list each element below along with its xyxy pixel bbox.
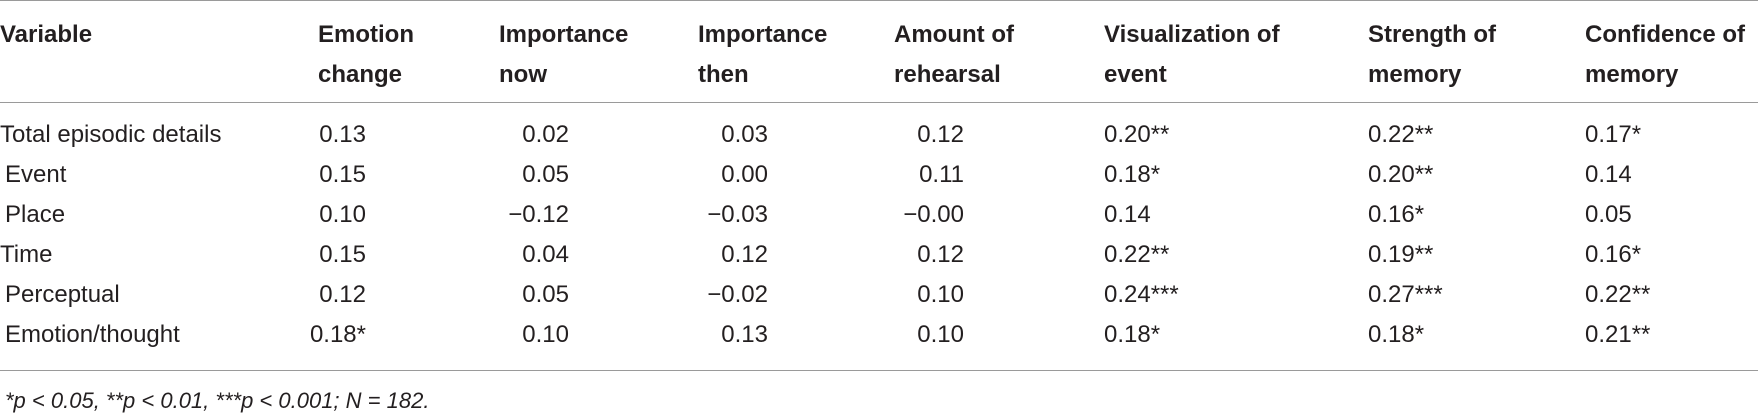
cell-emotion-change: 0.18* — [309, 321, 366, 348]
cell-amount-of-rehearsal: 0.10 — [917, 281, 964, 308]
cell-importance-then: −0.03 — [707, 201, 768, 228]
header-rule — [0, 102, 1758, 103]
cell-strength-of-memory: 0.20** — [1368, 161, 1434, 188]
cell-importance-now: 0.05 — [522, 281, 569, 308]
table-row: Emotion/thought 0.18* 0.10 0.13 0.10 0.18* 0.1… — [0, 315, 1758, 355]
cell-visualization-of-event: 0.24*** — [1104, 281, 1179, 308]
header-importance-now: Importance now — [499, 21, 629, 88]
cell-strength-of-memory: 0.16* — [1368, 201, 1425, 228]
row-label: Place — [5, 201, 66, 228]
header-strength-of-memory: Strength of memory — [1368, 21, 1496, 88]
cell-amount-of-rehearsal: 0.11 — [919, 161, 964, 188]
cell-importance-now: 0.02 — [522, 121, 569, 148]
header-confidence-of-memory: Confidence of memory — [1585, 21, 1745, 88]
cell-strength-of-memory: 0.18* — [1368, 321, 1425, 348]
cell-visualization-of-event: 0.20** — [1104, 121, 1170, 148]
header-visualization-of-event: Visualization of event — [1104, 21, 1280, 88]
cell-importance-then: 0.12 — [721, 241, 768, 268]
header-amount-of-rehearsal: Amount of rehearsal — [894, 21, 1014, 88]
cell-visualization-of-event: 0.18* — [1104, 321, 1161, 348]
cell-importance-now: 0.10 — [522, 321, 569, 348]
cell-amount-of-rehearsal: 0.12 — [917, 241, 964, 268]
cell-emotion-change: 0.10 — [319, 201, 366, 228]
header-variable: Variable — [0, 21, 93, 48]
cell-confidence-of-memory: 0.05 — [1585, 201, 1632, 228]
table-row: Event 0.15 0.05 0.00 0.11 0.18* 0.20** 0.14 — [0, 155, 1758, 195]
cell-confidence-of-memory: 0.17* — [1585, 121, 1642, 148]
header-emotion-change: Emotion change — [318, 21, 414, 88]
cell-strength-of-memory: 0.22** — [1368, 121, 1434, 148]
cell-amount-of-rehearsal: −0.00 — [903, 201, 964, 228]
cell-importance-now: 0.04 — [522, 241, 569, 268]
cell-visualization-of-event: 0.14 — [1104, 201, 1151, 228]
cell-emotion-change: 0.15 — [319, 161, 366, 188]
cell-confidence-of-memory: 0.14 — [1585, 161, 1632, 188]
header-importance-then: Importance then — [698, 21, 828, 88]
cell-emotion-change: 0.12 — [319, 281, 366, 308]
cell-visualization-of-event: 0.22** — [1104, 241, 1170, 268]
cell-amount-of-rehearsal: 0.12 — [917, 121, 964, 148]
cell-emotion-change: 0.13 — [319, 121, 366, 148]
cell-importance-then: 0.13 — [721, 321, 768, 348]
cell-importance-now: 0.05 — [522, 161, 569, 188]
table-row: Place 0.10 −0.12 −0.03 −0.00 0.14 0.16* 0.05 — [0, 195, 1758, 235]
cell-confidence-of-memory: 0.16* — [1585, 241, 1642, 268]
cell-importance-then: 0.00 — [721, 161, 768, 188]
cell-importance-then: 0.03 — [721, 121, 768, 148]
table-footnote: *p < 0.05, **p < 0.01, ***p < 0.001; N =… — [5, 388, 430, 413]
cell-strength-of-memory: 0.27*** — [1368, 281, 1443, 308]
cell-emotion-change: 0.15 — [319, 241, 366, 268]
cell-strength-of-memory: 0.19** — [1368, 241, 1434, 268]
cell-importance-now: −0.12 — [508, 201, 569, 228]
row-label: Perceptual — [5, 281, 120, 308]
cell-visualization-of-event: 0.18* — [1104, 161, 1161, 188]
table-row: Time 0.15 0.04 0.12 0.12 0.22** 0.19** 0.16* — [0, 235, 1758, 275]
row-label: Total episodic details — [0, 121, 222, 148]
cell-confidence-of-memory: 0.21** — [1585, 321, 1651, 348]
table-top-rule — [0, 0, 1758, 1]
row-label: Emotion/thought — [5, 321, 180, 348]
row-label: Time — [0, 241, 53, 268]
cell-amount-of-rehearsal: 0.10 — [917, 321, 964, 348]
cell-confidence-of-memory: 0.22** — [1585, 281, 1651, 308]
table-bottom-rule — [0, 370, 1758, 371]
row-label: Event — [5, 161, 67, 188]
cell-importance-then: −0.02 — [707, 281, 768, 308]
table-row: Total episodic details 0.13 0.02 0.03 0.12 0.… — [0, 115, 1758, 155]
table-row: Perceptual 0.12 0.05 −0.02 0.10 0.24*** 0.27**… — [0, 275, 1758, 315]
